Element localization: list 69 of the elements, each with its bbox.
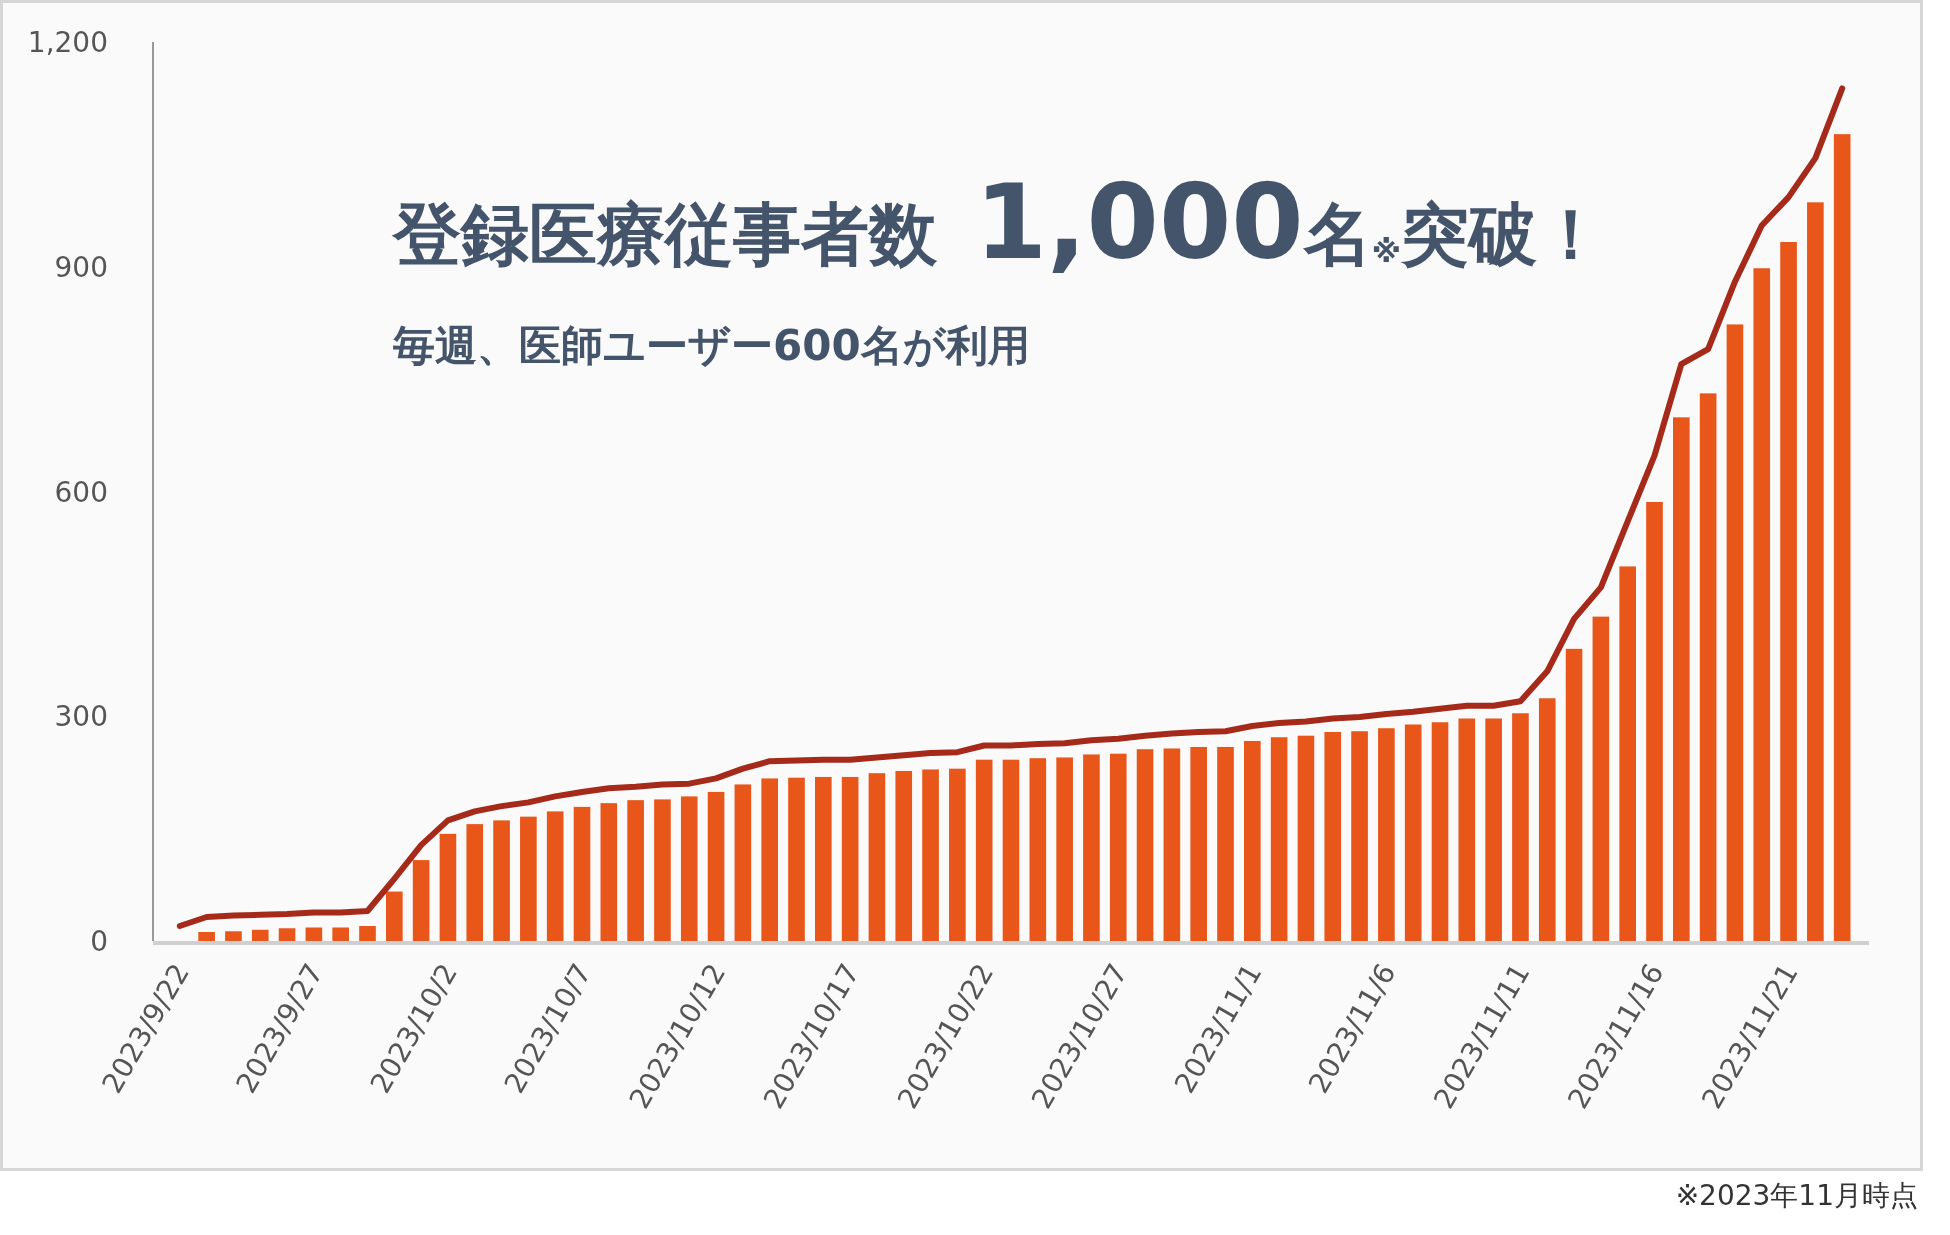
bar xyxy=(680,796,698,941)
bar xyxy=(841,776,859,941)
bar xyxy=(1833,134,1851,941)
bar xyxy=(520,816,537,941)
bar xyxy=(1190,746,1207,941)
bar xyxy=(1002,759,1020,941)
bar xyxy=(1619,566,1636,941)
bar xyxy=(1083,754,1100,941)
bar xyxy=(1351,731,1368,941)
bar xyxy=(1646,501,1663,941)
bar xyxy=(815,776,832,941)
bar xyxy=(1431,722,1449,941)
bar xyxy=(734,784,752,941)
bar xyxy=(305,927,323,941)
bar xyxy=(251,929,269,941)
bar xyxy=(1807,202,1824,941)
bar xyxy=(546,811,564,941)
bar xyxy=(1592,616,1610,941)
bar xyxy=(412,860,430,941)
bar xyxy=(1726,324,1744,941)
bar xyxy=(761,778,778,941)
bar xyxy=(573,806,591,941)
bar xyxy=(1163,748,1181,941)
bar xyxy=(922,769,939,941)
bar xyxy=(466,824,484,941)
bar xyxy=(627,800,644,941)
bar xyxy=(1673,417,1690,941)
bar xyxy=(707,791,725,941)
y-tick-label: 1,200 xyxy=(27,26,108,59)
bar xyxy=(332,927,349,941)
bar xyxy=(1753,268,1771,941)
bar xyxy=(1270,737,1288,941)
bar xyxy=(493,820,510,941)
bar xyxy=(225,931,242,941)
bar xyxy=(1109,753,1127,941)
text: ※2023年11月時点 xyxy=(1675,1179,1918,1212)
bar xyxy=(1297,735,1315,941)
bar xyxy=(198,932,215,941)
bar xyxy=(1538,698,1556,941)
bar xyxy=(654,799,671,941)
bar xyxy=(788,777,805,941)
bar xyxy=(1780,242,1797,941)
bar xyxy=(1458,718,1476,941)
text: 毎週、医師ユーザー600名が利用 xyxy=(392,321,1030,370)
bar xyxy=(1324,731,1342,941)
bar xyxy=(1136,749,1154,941)
bar xyxy=(1699,393,1717,941)
bar xyxy=(975,759,993,941)
bar xyxy=(1217,746,1234,941)
bar xyxy=(600,803,618,941)
bar xyxy=(386,891,403,941)
bar xyxy=(1244,740,1261,941)
y-tick-label: 600 xyxy=(54,475,108,509)
bar xyxy=(949,768,966,941)
bar xyxy=(868,773,886,941)
y-tick-label: 300 xyxy=(54,700,108,734)
y-tick-label: 0 xyxy=(90,925,108,958)
bar xyxy=(1056,757,1073,941)
bar xyxy=(1565,648,1583,941)
bar xyxy=(278,928,296,941)
y-tick-label: 900 xyxy=(54,250,108,284)
bar xyxy=(439,833,457,941)
bar xyxy=(359,926,376,941)
bar xyxy=(1485,718,1502,941)
bar xyxy=(895,770,913,941)
bar xyxy=(1029,758,1047,941)
bar xyxy=(1404,724,1422,941)
bar xyxy=(1512,713,1529,941)
bar xyxy=(1378,728,1395,941)
